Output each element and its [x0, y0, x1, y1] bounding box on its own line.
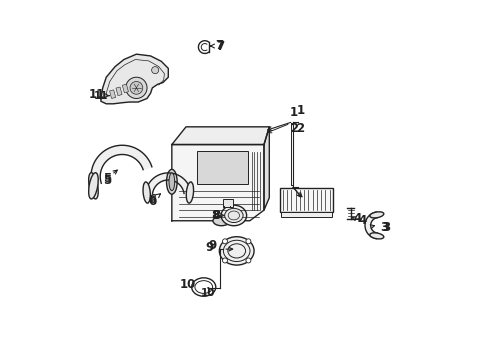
Text: 7: 7 — [215, 39, 224, 52]
Polygon shape — [264, 127, 269, 210]
Text: 5: 5 — [102, 174, 111, 186]
Ellipse shape — [219, 237, 254, 265]
Polygon shape — [145, 173, 191, 193]
Circle shape — [245, 239, 250, 244]
Polygon shape — [171, 127, 269, 145]
Ellipse shape — [221, 205, 246, 226]
Bar — [116, 87, 122, 96]
Bar — [281, 212, 331, 217]
Text: 3: 3 — [382, 221, 389, 234]
Text: 9: 9 — [208, 239, 216, 252]
Bar — [279, 188, 332, 212]
Text: 10: 10 — [179, 278, 196, 291]
Polygon shape — [91, 145, 152, 186]
Ellipse shape — [369, 233, 383, 239]
Circle shape — [245, 258, 250, 263]
Text: 3: 3 — [380, 221, 388, 234]
Ellipse shape — [169, 173, 174, 191]
Text: 8: 8 — [212, 209, 220, 222]
Ellipse shape — [88, 173, 98, 199]
Ellipse shape — [88, 173, 98, 199]
Text: 1: 1 — [296, 104, 304, 117]
Text: 10: 10 — [200, 288, 214, 298]
Circle shape — [125, 77, 147, 99]
Text: 4: 4 — [357, 213, 366, 226]
Ellipse shape — [142, 182, 150, 203]
Polygon shape — [101, 54, 168, 104]
Text: 11: 11 — [93, 91, 108, 101]
Polygon shape — [171, 145, 264, 221]
Bar — [122, 84, 128, 93]
Circle shape — [130, 81, 142, 94]
Text: 9: 9 — [204, 241, 213, 254]
Bar — [109, 90, 116, 99]
Bar — [196, 150, 247, 184]
Text: 1: 1 — [289, 106, 298, 119]
Ellipse shape — [224, 208, 243, 222]
Text: 4: 4 — [353, 212, 361, 225]
Text: 6: 6 — [148, 195, 156, 208]
Ellipse shape — [166, 169, 177, 194]
Circle shape — [151, 67, 159, 74]
Text: 7: 7 — [216, 40, 224, 53]
Ellipse shape — [369, 212, 383, 218]
Text: 6: 6 — [148, 193, 156, 206]
Circle shape — [222, 239, 227, 244]
Text: 2: 2 — [289, 122, 298, 135]
Text: 11: 11 — [88, 89, 104, 102]
Polygon shape — [364, 212, 376, 239]
Text: 5: 5 — [102, 172, 111, 185]
Circle shape — [222, 258, 227, 263]
Bar — [222, 199, 233, 207]
Ellipse shape — [212, 216, 229, 226]
Text: 2: 2 — [296, 122, 304, 135]
Ellipse shape — [186, 182, 193, 203]
Text: 8: 8 — [211, 209, 219, 222]
